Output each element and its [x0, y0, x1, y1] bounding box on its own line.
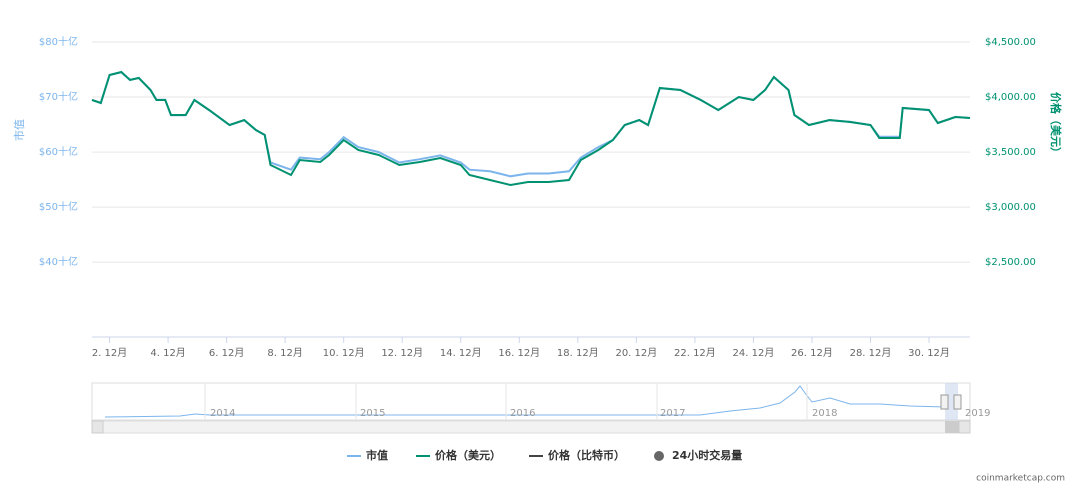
scrollbar-left-button[interactable] [91, 420, 104, 434]
y2-tick-label: $3,000.00 [985, 202, 1036, 213]
x-tick-label: 10. 12月 [323, 347, 365, 359]
series-line [91, 70, 971, 187]
scrollbar-track[interactable] [91, 420, 971, 434]
legend-label[interactable]: 24小时交易量 [672, 448, 742, 462]
x-tick-label: 8. 12月 [267, 347, 302, 359]
scrollbar-right-button[interactable] [958, 420, 971, 434]
y2-tick-label: $4,000.00 [985, 92, 1036, 103]
y-axis-title: 市值 [12, 119, 26, 141]
y-tick-label: $70十亿 [39, 90, 78, 103]
navigator-label: 2015 [360, 408, 385, 419]
x-tick-label: 22. 12月 [674, 347, 716, 359]
x-tick-label: 24. 12月 [733, 347, 775, 359]
x-tick-label: 2. 12月 [92, 347, 127, 359]
navigator-label: 2017 [660, 408, 685, 419]
credit: coinmarketcap.com [976, 474, 1065, 484]
y-tick-label: $50十亿 [39, 200, 78, 213]
navigator-handle[interactable] [940, 394, 949, 410]
legend-swatch[interactable] [654, 451, 664, 461]
y2-axis-title: 价格（美元） [1049, 92, 1063, 158]
y2-tick-label: $2,500.00 [985, 257, 1036, 268]
y-tick-label: $40十亿 [39, 255, 78, 268]
navigator [91, 382, 971, 434]
x-tick-label: 6. 12月 [209, 347, 244, 359]
navigator-label: 2016 [510, 408, 535, 419]
y2-tick-label: $3,500.00 [985, 147, 1036, 158]
y2-tick-label: $4,500.00 [985, 37, 1036, 48]
x-tick-label: 14. 12月 [440, 347, 482, 359]
x-tick-label: 16. 12月 [498, 347, 540, 359]
legend-label[interactable]: 市值 [366, 448, 388, 462]
scrollbar-thumb[interactable] [945, 421, 959, 433]
x-tick-label: 4. 12月 [150, 347, 185, 359]
navigator-label: 2014 [210, 408, 235, 419]
x-tick-label: 20. 12月 [615, 347, 657, 359]
navigator-label: 2018 [812, 408, 837, 419]
x-tick-label: 18. 12月 [557, 347, 599, 359]
y-tick-label: $60十亿 [39, 145, 78, 158]
navigator-selection[interactable] [945, 383, 958, 420]
navigator-label: 2019 [965, 408, 990, 419]
x-tick-label: 30. 12月 [908, 347, 950, 359]
navigator-handle[interactable] [953, 394, 962, 410]
legend-label[interactable]: 价格（比特币） [548, 448, 625, 462]
legend-label[interactable]: 价格（美元） [435, 448, 501, 462]
x-tick-label: 28. 12月 [850, 347, 892, 359]
x-tick-label: 26. 12月 [791, 347, 833, 359]
navigator-frame [91, 382, 971, 421]
y-tick-label: $80十亿 [39, 35, 78, 48]
x-tick-label: 12. 12月 [381, 347, 423, 359]
